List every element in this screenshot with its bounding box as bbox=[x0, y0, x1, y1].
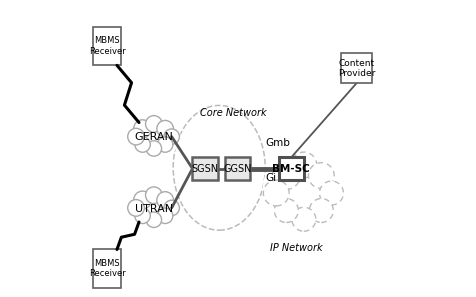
Circle shape bbox=[133, 191, 151, 209]
FancyBboxPatch shape bbox=[93, 27, 121, 65]
FancyBboxPatch shape bbox=[192, 157, 217, 180]
Circle shape bbox=[128, 200, 144, 216]
Ellipse shape bbox=[173, 105, 265, 230]
Circle shape bbox=[146, 141, 161, 156]
Ellipse shape bbox=[127, 114, 180, 159]
Circle shape bbox=[291, 207, 315, 231]
Circle shape bbox=[145, 116, 162, 132]
Text: GGSN: GGSN bbox=[223, 164, 251, 173]
Text: Content
Provider: Content Provider bbox=[337, 59, 375, 78]
Circle shape bbox=[164, 200, 179, 216]
FancyBboxPatch shape bbox=[93, 249, 121, 288]
Circle shape bbox=[319, 181, 343, 205]
Circle shape bbox=[135, 208, 150, 224]
Circle shape bbox=[157, 192, 173, 208]
Text: Core Network: Core Network bbox=[199, 108, 266, 118]
FancyBboxPatch shape bbox=[278, 157, 303, 180]
Circle shape bbox=[309, 199, 333, 222]
FancyBboxPatch shape bbox=[225, 157, 250, 180]
Circle shape bbox=[290, 152, 316, 178]
Circle shape bbox=[263, 180, 288, 206]
Circle shape bbox=[135, 137, 150, 152]
Circle shape bbox=[164, 129, 179, 144]
Circle shape bbox=[308, 163, 334, 189]
Circle shape bbox=[146, 212, 161, 228]
Text: BM-SC: BM-SC bbox=[272, 164, 309, 173]
FancyBboxPatch shape bbox=[340, 53, 371, 83]
Circle shape bbox=[157, 137, 172, 152]
Circle shape bbox=[145, 187, 162, 203]
Text: MBMS
Receiver: MBMS Receiver bbox=[89, 259, 125, 279]
Circle shape bbox=[157, 120, 173, 137]
Circle shape bbox=[157, 208, 172, 224]
Circle shape bbox=[133, 120, 151, 138]
Text: SGSN: SGSN bbox=[191, 164, 218, 173]
Circle shape bbox=[274, 199, 298, 222]
Text: UTRAN: UTRAN bbox=[135, 204, 173, 214]
Ellipse shape bbox=[262, 143, 345, 243]
Text: Gi: Gi bbox=[265, 173, 276, 183]
Text: GERAN: GERAN bbox=[134, 132, 173, 142]
Text: MBMS
Receiver: MBMS Receiver bbox=[89, 36, 125, 56]
Circle shape bbox=[128, 128, 144, 145]
Ellipse shape bbox=[127, 185, 180, 230]
Text: IP Network: IP Network bbox=[269, 243, 322, 253]
Text: Gmb: Gmb bbox=[265, 138, 289, 148]
Circle shape bbox=[272, 162, 299, 189]
